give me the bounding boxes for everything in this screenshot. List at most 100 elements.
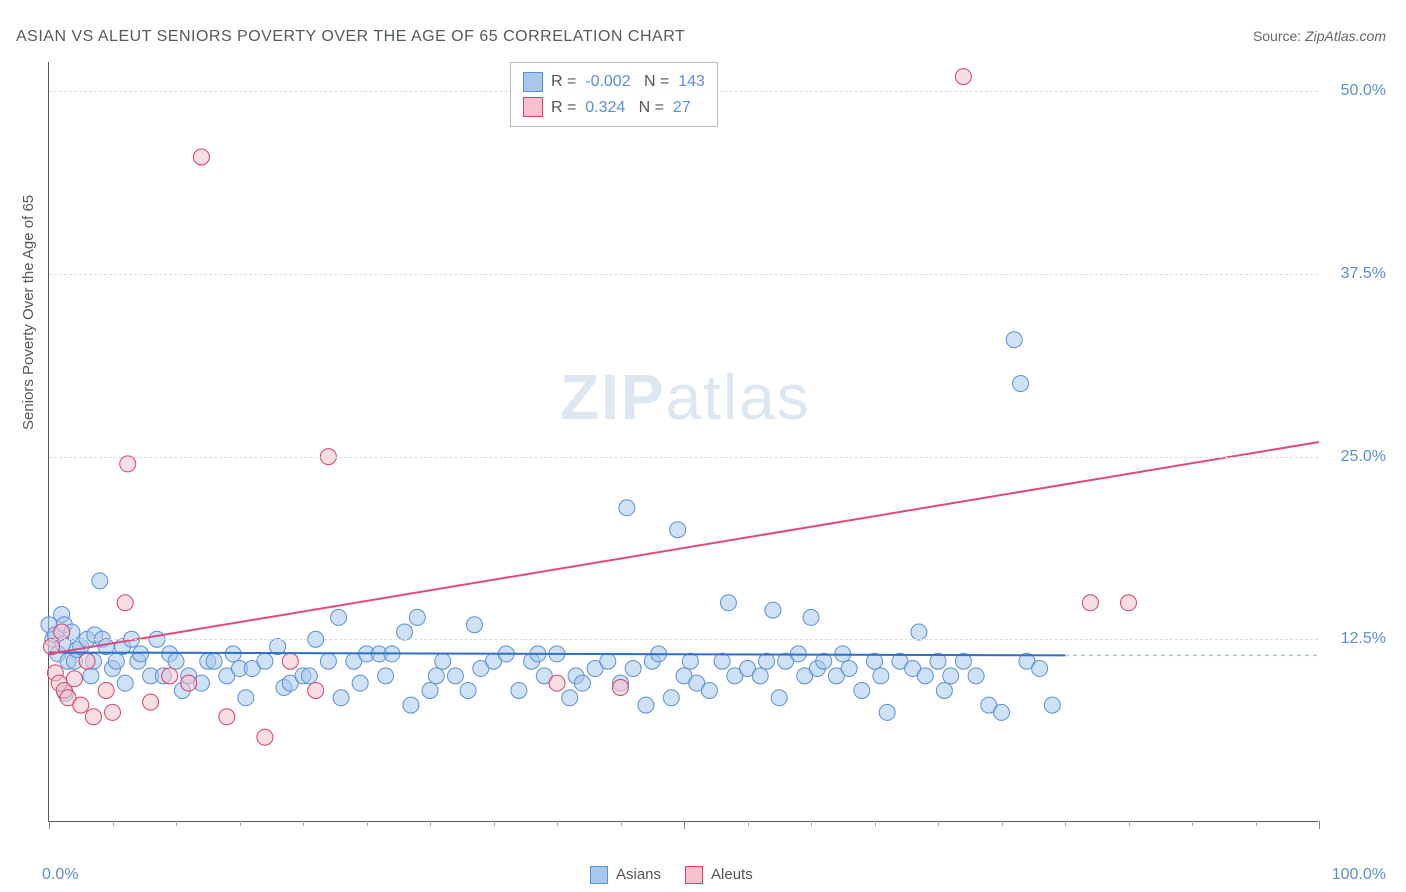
source-label: Source: ZipAtlas.com <box>1253 28 1386 44</box>
data-point <box>301 668 317 684</box>
source-prefix: Source: <box>1253 28 1301 44</box>
correlation-row: R = -0.002 N = 143 <box>523 69 705 95</box>
x-tick-minor <box>240 821 241 826</box>
data-point <box>917 668 933 684</box>
trendline <box>49 442 1319 654</box>
data-point <box>435 653 451 669</box>
legend-swatch <box>590 866 608 884</box>
legend-swatch <box>685 866 703 884</box>
data-point <box>132 646 148 662</box>
data-point <box>682 653 698 669</box>
data-point <box>663 690 679 706</box>
data-point <box>162 668 178 684</box>
x-axis-min-label: 0.0% <box>42 866 78 884</box>
data-point <box>854 682 870 698</box>
data-point <box>378 668 394 684</box>
data-point <box>562 690 578 706</box>
x-tick-major <box>1319 821 1320 829</box>
data-point <box>1013 376 1029 392</box>
data-point <box>841 661 857 677</box>
data-point <box>120 456 136 472</box>
data-point <box>911 624 927 640</box>
data-point <box>257 653 273 669</box>
data-point <box>625 661 641 677</box>
source-value: ZipAtlas.com <box>1305 28 1386 44</box>
x-tick-minor <box>811 821 812 826</box>
data-point <box>613 680 629 696</box>
scatter-svg <box>49 62 1318 821</box>
x-tick-minor <box>303 821 304 826</box>
series-legend: Asians Aleuts <box>590 866 753 884</box>
y-tick-label: 12.5% <box>1341 630 1386 648</box>
data-point <box>331 609 347 625</box>
data-point <box>105 704 121 720</box>
x-tick-major <box>684 821 685 829</box>
x-tick-minor <box>1256 821 1257 826</box>
data-point <box>936 682 952 698</box>
data-point <box>143 694 159 710</box>
data-point <box>352 675 368 691</box>
data-point <box>397 624 413 640</box>
data-point <box>428 668 444 684</box>
x-tick-minor <box>430 821 431 826</box>
data-point <box>219 709 235 725</box>
data-point <box>466 617 482 633</box>
x-tick-minor <box>113 821 114 826</box>
data-point <box>765 602 781 618</box>
x-axis-max-label: 100.0% <box>1332 866 1386 884</box>
data-point <box>1006 332 1022 348</box>
data-point <box>85 709 101 725</box>
legend-swatch <box>523 97 543 117</box>
data-point <box>54 624 70 640</box>
data-point <box>574 675 590 691</box>
gridline <box>49 457 1318 458</box>
data-point <box>759 653 775 669</box>
data-point <box>873 668 889 684</box>
x-tick-minor <box>621 821 622 826</box>
chart-title: ASIAN VS ALEUT SENIORS POVERTY OVER THE … <box>16 28 685 46</box>
x-tick-major <box>49 821 50 829</box>
correlation-text: R = 0.324 N = 27 <box>551 95 691 121</box>
legend-item: Aleuts <box>685 866 753 884</box>
data-point <box>422 682 438 698</box>
data-point <box>168 653 184 669</box>
data-point <box>108 653 124 669</box>
data-point <box>206 653 222 669</box>
data-point <box>1121 595 1137 611</box>
data-point <box>638 697 654 713</box>
data-point <box>193 149 209 165</box>
data-point <box>117 675 133 691</box>
data-point <box>1044 697 1060 713</box>
x-tick-minor <box>557 821 558 826</box>
x-tick-minor <box>494 821 495 826</box>
x-tick-minor <box>1065 821 1066 826</box>
data-point <box>92 573 108 589</box>
y-tick-label: 37.5% <box>1341 265 1386 283</box>
data-point <box>619 500 635 516</box>
data-point <box>66 671 82 687</box>
legend-label: Asians <box>616 866 661 883</box>
legend-item: Asians <box>590 866 661 884</box>
gridline <box>49 639 1318 640</box>
data-point <box>803 609 819 625</box>
x-tick-minor <box>367 821 368 826</box>
data-point <box>670 522 686 538</box>
data-point <box>238 690 254 706</box>
x-tick-minor <box>875 821 876 826</box>
data-point <box>943 668 959 684</box>
data-point <box>968 668 984 684</box>
data-point <box>333 690 349 706</box>
data-point <box>460 682 476 698</box>
data-point <box>308 682 324 698</box>
correlation-text: R = -0.002 N = 143 <box>551 69 705 95</box>
data-point <box>1082 595 1098 611</box>
x-tick-minor <box>1129 821 1130 826</box>
data-point <box>714 653 730 669</box>
data-point <box>257 729 273 745</box>
x-tick-minor <box>1192 821 1193 826</box>
data-point <box>73 697 89 713</box>
correlation-legend: R = -0.002 N = 143R = 0.324 N = 27 <box>510 62 718 127</box>
data-point <box>879 704 895 720</box>
data-point <box>549 675 565 691</box>
data-point <box>79 653 95 669</box>
